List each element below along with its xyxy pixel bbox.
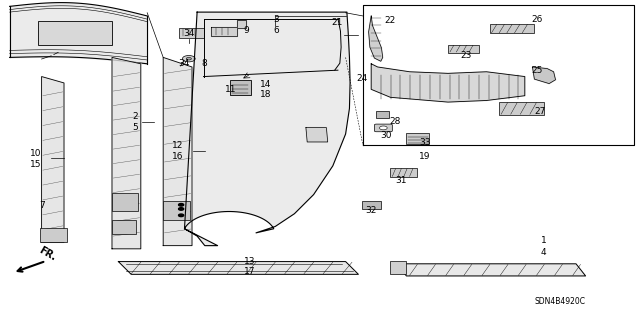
Text: 30: 30: [380, 131, 392, 140]
Text: 21: 21: [331, 18, 342, 27]
Text: 34: 34: [183, 29, 195, 38]
FancyBboxPatch shape: [376, 111, 389, 118]
Polygon shape: [163, 57, 192, 246]
Polygon shape: [211, 20, 246, 36]
Text: SDN4B4920C: SDN4B4920C: [534, 297, 586, 306]
Text: 6: 6: [274, 26, 279, 35]
FancyBboxPatch shape: [390, 168, 417, 177]
Text: 18: 18: [260, 90, 271, 99]
FancyBboxPatch shape: [362, 201, 381, 209]
FancyBboxPatch shape: [374, 124, 392, 132]
Circle shape: [179, 204, 184, 206]
Text: 11: 11: [225, 85, 237, 94]
FancyBboxPatch shape: [448, 45, 479, 53]
Text: 13: 13: [244, 257, 255, 266]
Text: 17: 17: [244, 267, 255, 276]
Polygon shape: [371, 64, 525, 102]
Polygon shape: [184, 12, 350, 246]
Text: 15: 15: [30, 160, 42, 169]
Text: 28: 28: [389, 117, 401, 126]
Text: 9: 9: [243, 26, 249, 35]
FancyBboxPatch shape: [40, 228, 67, 242]
Text: 27: 27: [534, 107, 546, 116]
Circle shape: [179, 214, 184, 217]
FancyBboxPatch shape: [490, 24, 534, 33]
FancyBboxPatch shape: [179, 28, 204, 38]
Polygon shape: [397, 264, 586, 276]
Text: 34: 34: [178, 59, 189, 68]
FancyBboxPatch shape: [390, 261, 406, 274]
Text: 22: 22: [384, 16, 396, 25]
FancyBboxPatch shape: [38, 21, 112, 45]
Text: 32: 32: [365, 206, 376, 215]
FancyBboxPatch shape: [406, 133, 429, 144]
FancyBboxPatch shape: [112, 220, 136, 234]
Text: 31: 31: [395, 176, 406, 185]
Text: 8: 8: [202, 59, 207, 68]
Text: 23: 23: [461, 51, 472, 60]
Polygon shape: [369, 16, 383, 61]
Text: 3: 3: [274, 15, 279, 24]
Text: 2: 2: [132, 112, 138, 121]
Polygon shape: [306, 128, 328, 142]
Circle shape: [380, 126, 387, 130]
Text: 33: 33: [419, 138, 431, 147]
Text: 5: 5: [132, 123, 138, 132]
Text: 14: 14: [260, 80, 271, 89]
Text: 26: 26: [531, 15, 543, 24]
Text: 4: 4: [541, 248, 547, 256]
Circle shape: [186, 57, 191, 60]
Text: 24: 24: [356, 74, 368, 83]
Text: 12: 12: [172, 141, 183, 150]
Text: FR.: FR.: [37, 246, 58, 263]
Text: 25: 25: [531, 66, 543, 75]
Text: 16: 16: [172, 152, 183, 161]
Polygon shape: [532, 67, 556, 84]
Text: 19: 19: [419, 152, 431, 161]
FancyBboxPatch shape: [163, 201, 190, 220]
Polygon shape: [42, 77, 64, 242]
FancyBboxPatch shape: [499, 102, 544, 115]
Text: 10: 10: [30, 149, 42, 158]
Polygon shape: [112, 57, 141, 249]
Circle shape: [182, 56, 195, 62]
Circle shape: [179, 208, 184, 210]
Text: 1: 1: [541, 236, 547, 245]
FancyBboxPatch shape: [112, 193, 138, 211]
Text: 7: 7: [39, 201, 45, 210]
Polygon shape: [118, 262, 358, 274]
FancyBboxPatch shape: [230, 80, 251, 95]
